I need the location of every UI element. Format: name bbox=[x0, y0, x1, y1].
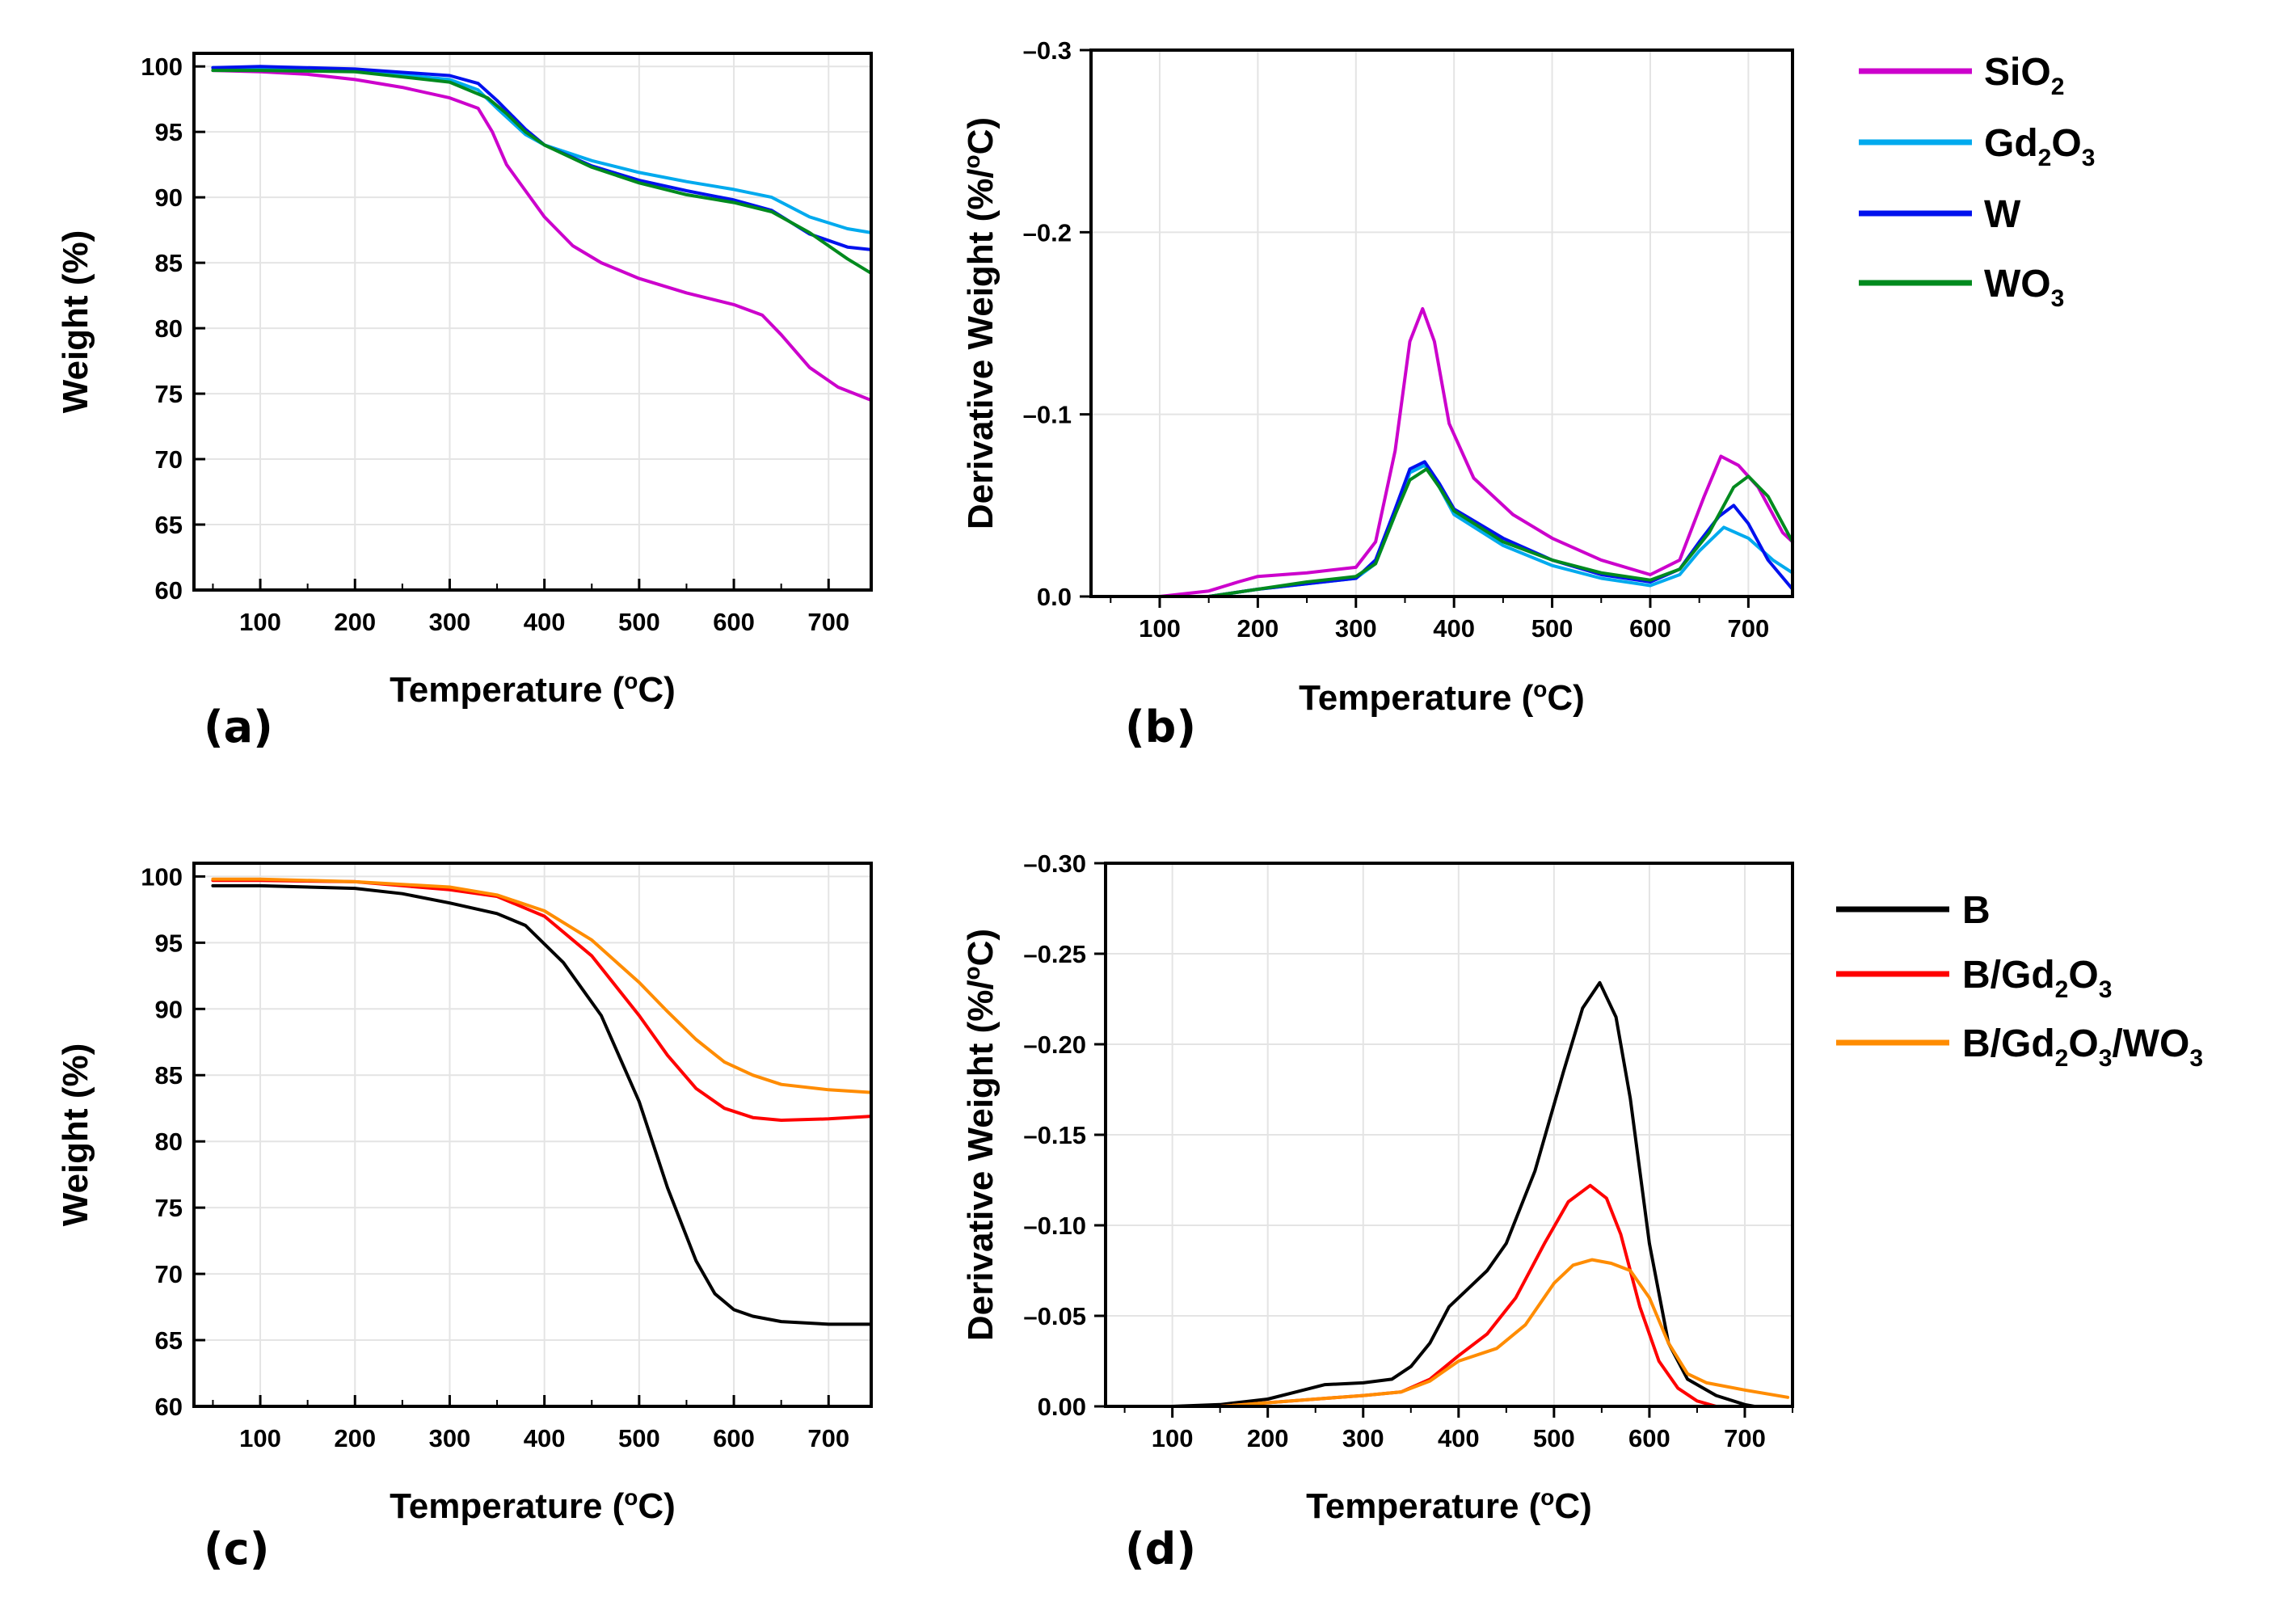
y-axis-label: Weight (%) bbox=[56, 1043, 95, 1227]
x-tick-label: 500 bbox=[1533, 1424, 1575, 1452]
x-tick-label: 200 bbox=[334, 608, 376, 636]
x-tick-label: 700 bbox=[807, 1424, 849, 1452]
y-tick-label: –0.2 bbox=[1023, 218, 1072, 247]
panel-label: (d) bbox=[1125, 1524, 1196, 1574]
x-axis-label: Temperature (oC) bbox=[390, 1485, 676, 1526]
legend-label: WO3 bbox=[1984, 263, 2064, 312]
legend-top: SiO2 Gd2O3 W WO3 bbox=[1859, 51, 2095, 312]
x-tick-label: 600 bbox=[713, 1424, 755, 1452]
x-tick-label: 500 bbox=[618, 608, 660, 636]
x-tick-label: 400 bbox=[1433, 614, 1475, 643]
plot-frame bbox=[192, 52, 873, 592]
x-tick-label: 500 bbox=[618, 1424, 660, 1452]
x-tick-label: 600 bbox=[1629, 614, 1671, 643]
series-line-gd2o3 bbox=[211, 65, 873, 234]
x-tick-label: 100 bbox=[239, 1424, 281, 1452]
plot-frame bbox=[192, 862, 873, 1408]
y-tick-label: 70 bbox=[155, 445, 183, 474]
x-tick-label: 100 bbox=[239, 608, 281, 636]
y-tick-label: 75 bbox=[155, 1194, 183, 1222]
y-tick-label: 65 bbox=[155, 1326, 183, 1355]
y-tick-label: 60 bbox=[155, 1393, 183, 1421]
y-tick-label: 90 bbox=[155, 183, 183, 212]
y-tick-label: –0.15 bbox=[1023, 1121, 1086, 1149]
panel-label: (c) bbox=[204, 1524, 269, 1574]
y-tick-label: 80 bbox=[155, 314, 183, 343]
x-tick-label: 300 bbox=[429, 608, 471, 636]
y-tick-label: –0.3 bbox=[1023, 36, 1072, 65]
x-tick-label: 400 bbox=[1438, 1424, 1480, 1452]
legend-label: W bbox=[1984, 193, 2021, 236]
plot-frame bbox=[1089, 48, 1794, 598]
y-tick-label: 100 bbox=[141, 862, 183, 891]
y-tick-label: 80 bbox=[155, 1128, 183, 1156]
y-tick-label: –0.1 bbox=[1023, 401, 1072, 429]
y-axis-label: Weight (%) bbox=[56, 230, 95, 414]
x-tick-label: 200 bbox=[1237, 614, 1279, 643]
panel-label: (a) bbox=[204, 702, 273, 752]
panel-d-dtg: 100 200 300 400 500 600 700 0.00 –0.05 –0.10 –0.15… bbox=[959, 849, 1794, 1574]
y-tick-label: –0.20 bbox=[1023, 1031, 1086, 1059]
series-line-wo3 bbox=[211, 69, 873, 276]
x-tick-label: 500 bbox=[1531, 614, 1573, 643]
y-tick-label: 85 bbox=[155, 1061, 183, 1090]
y-tick-label: 0.0 bbox=[1037, 583, 1072, 611]
x-tick-label: 200 bbox=[1247, 1424, 1289, 1452]
y-tick-label: 60 bbox=[155, 576, 183, 605]
panel-a-tga: 100 200 300 400 500 600 700 60 65 70 75 80 85 90 95 100… bbox=[56, 52, 873, 752]
x-axis-label: Temperature (oC) bbox=[1306, 1485, 1592, 1526]
y-tick-label: –0.10 bbox=[1023, 1212, 1086, 1240]
x-tick-label: 700 bbox=[1728, 614, 1770, 643]
panel-c-tga: 100 200 300 400 500 600 700 60 65 70 75 80 85 90 95 100… bbox=[56, 862, 873, 1574]
y-tick-label: 95 bbox=[155, 929, 183, 957]
legend-bottom: B B/Gd2O3 B/Gd2O3/WO3 bbox=[1836, 889, 2203, 1072]
legend-label: B/Gd2O3 bbox=[1962, 954, 2112, 1003]
series-line-b bbox=[1132, 980, 1756, 1408]
x-tick-label: 600 bbox=[1628, 1424, 1670, 1452]
series-line-b-gd2o3-wo3 bbox=[1132, 1258, 1790, 1408]
x-tick-label: 100 bbox=[1152, 1424, 1194, 1452]
panel-b-dtg: 100 200 300 400 500 600 700 0.0 –0.1 –0.2 –0.3 Temp… bbox=[959, 36, 1794, 752]
legend-label: B bbox=[1962, 889, 1991, 932]
y-tick-label: 70 bbox=[155, 1260, 183, 1288]
x-tick-label: 600 bbox=[713, 608, 755, 636]
y-tick-label: 90 bbox=[155, 995, 183, 1023]
series-line-sio2 bbox=[211, 69, 873, 403]
series-line-b bbox=[211, 883, 873, 1326]
x-tick-label: 700 bbox=[1724, 1424, 1766, 1452]
y-tick-label: 0.00 bbox=[1038, 1393, 1086, 1421]
series-line-wo3 bbox=[1109, 467, 1794, 598]
y-tick-label: 65 bbox=[155, 511, 183, 539]
y-tick-label: –0.25 bbox=[1023, 940, 1086, 968]
y-tick-label: 95 bbox=[155, 118, 183, 146]
y-tick-label: 100 bbox=[141, 53, 183, 81]
y-tick-label: –0.05 bbox=[1023, 1302, 1086, 1330]
x-tick-label: 300 bbox=[429, 1424, 471, 1452]
y-tick-label: 75 bbox=[155, 380, 183, 408]
y-axis-label: Derivative Weight (%/oC) bbox=[959, 117, 1001, 529]
panel-label: (b) bbox=[1125, 702, 1196, 752]
series-line-b-gd2o3-wo3 bbox=[211, 877, 873, 1094]
x-tick-label: 700 bbox=[807, 608, 849, 636]
x-axis-label: Temperature (oC) bbox=[390, 668, 676, 710]
series-line-sio2 bbox=[1119, 307, 1794, 598]
legend-label: B/Gd2O3/WO3 bbox=[1962, 1022, 2203, 1072]
x-axis-label: Temperature (oC) bbox=[1299, 677, 1585, 718]
x-tick-label: 100 bbox=[1139, 614, 1181, 643]
x-tick-label: 400 bbox=[524, 608, 566, 636]
x-tick-label: 300 bbox=[1335, 614, 1377, 643]
y-tick-label: 85 bbox=[155, 249, 183, 277]
y-tick-label: –0.30 bbox=[1023, 849, 1086, 878]
x-tick-label: 300 bbox=[1342, 1424, 1384, 1452]
y-axis-label: Derivative Weight (%/oC) bbox=[959, 929, 1001, 1341]
x-tick-label: 400 bbox=[524, 1424, 566, 1452]
x-tick-label: 200 bbox=[334, 1424, 376, 1452]
legend-label: SiO2 bbox=[1984, 51, 2064, 100]
legend-label: Gd2O3 bbox=[1984, 122, 2095, 171]
